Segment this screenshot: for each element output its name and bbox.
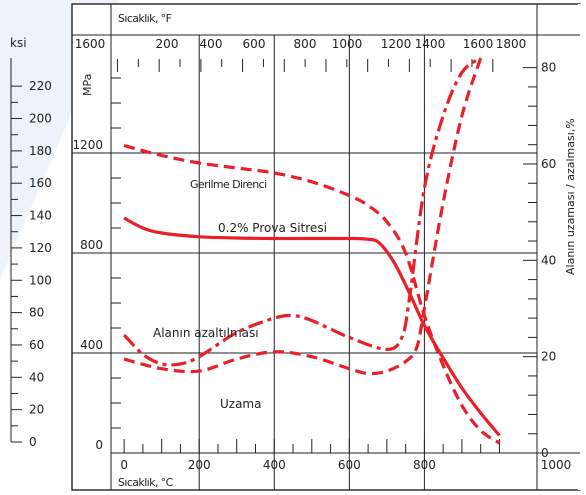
left-inner-axis: 0 400 800 1200 <box>72 77 125 454</box>
top-tick-label: 600 <box>243 37 266 51</box>
annotation-uzama: Uzama <box>220 397 261 411</box>
curves <box>122 56 501 445</box>
bottom-tick-label: 600 <box>338 458 361 472</box>
annotation-prova-sitresi: 0.2% Prova Sitresi <box>218 221 327 235</box>
left-outer-tick-label: 60 <box>29 338 44 352</box>
left-inner-tick-label: 400 <box>80 338 103 352</box>
series-line-2 <box>123 216 501 437</box>
series-line-1 <box>123 143 501 445</box>
left-outer-tick-label: 160 <box>29 176 52 190</box>
right-tick-label: 0 <box>541 446 549 460</box>
top-tick-label: 1000 <box>332 37 363 51</box>
annotation-alan-azaltilmasi: Alanın azaltılması <box>153 326 259 340</box>
left-outer-tick-label: 180 <box>29 144 52 158</box>
top-tick-label: 1400 <box>415 37 446 51</box>
right-tick-label: 60 <box>541 157 556 171</box>
left-outer-tick-label: 20 <box>29 403 44 417</box>
left-inner-tick-label: 800 <box>80 238 103 252</box>
left-outer-axis-unit: ksi <box>10 36 27 50</box>
top-tick-label: 200 <box>156 37 179 51</box>
left-inner-tick-label: 1200 <box>72 138 103 152</box>
top-tick-label: 400 <box>200 37 223 51</box>
left-outer-tick-label: 140 <box>29 209 52 223</box>
left-outer-tick-label: 0 <box>29 435 37 449</box>
bottom-axis: 0 200 400 600 800 1000 <box>120 439 571 472</box>
bottom-tick-label: 800 <box>413 458 436 472</box>
bottom-tick-label: 1000 <box>541 458 572 472</box>
right-axis: 0 20 40 60 80 <box>523 61 556 460</box>
right-tick-label: 40 <box>541 253 556 267</box>
left-outer-tick-label: 80 <box>29 306 44 320</box>
top-axis: 1600 200 400 600 800 1000 1200 1400 1600 1800 <box>75 37 527 72</box>
left-inner-tick-label: 0 <box>95 438 103 452</box>
left-outer-tick-label: 40 <box>29 370 44 384</box>
top-tick-label: 1600 <box>463 37 494 51</box>
left-outer-tick-label: 220 <box>29 79 52 93</box>
top-tick-label: 800 <box>294 37 317 51</box>
chart-frame <box>71 3 581 491</box>
grid-lines <box>72 4 580 490</box>
right-tick-label: 80 <box>541 61 556 75</box>
right-margin <box>578 4 586 490</box>
top-tick-label: 1200 <box>381 37 412 51</box>
right-axis-label: Alanın uzaması / azalması,% <box>564 118 577 275</box>
annotation-gerilme-direnci: Gerilme Direnci <box>190 178 267 191</box>
right-tick-label: 20 <box>541 350 556 364</box>
bottom-tick-label: 0 <box>120 458 128 472</box>
bottom-axis-label: Sıcaklık, °C <box>118 476 174 489</box>
bottom-tick-label: 200 <box>188 458 211 472</box>
series-line-4 <box>123 57 483 376</box>
top-tick-label: 1600 <box>75 37 106 51</box>
top-tick-label: 1800 <box>496 37 527 51</box>
series-line-3 <box>122 56 482 367</box>
left-inner-axis-unit: MPa <box>81 74 94 96</box>
left-outer-tick-label: 200 <box>29 112 52 126</box>
bottom-tick-label: 400 <box>263 458 286 472</box>
top-axis-label: Sıcaklık, °F <box>118 12 172 25</box>
left-outer-tick-label: 120 <box>29 241 52 255</box>
left-outer-tick-label: 100 <box>29 273 52 287</box>
